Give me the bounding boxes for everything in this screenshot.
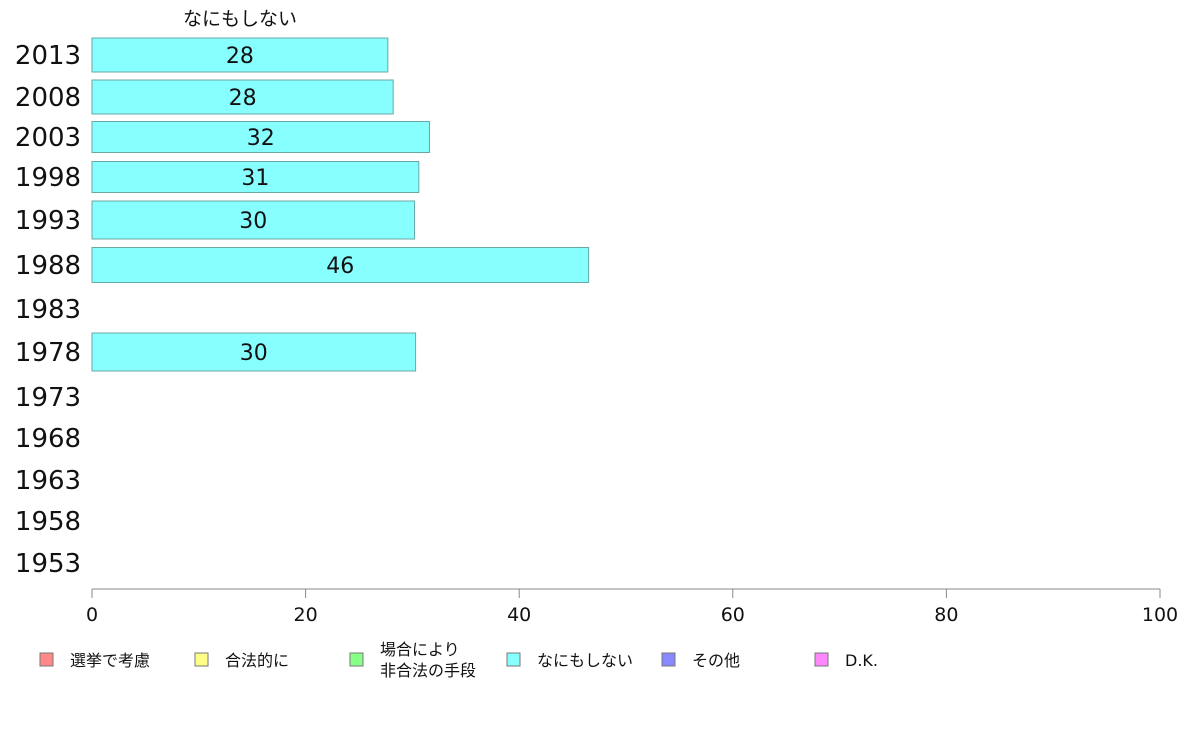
- category-label-1983: 1983: [15, 295, 81, 325]
- bar-1988: [91, 247, 590, 283]
- legend-label-line-0: 場合により: [380, 640, 460, 659]
- category-label-1953: 1953: [15, 549, 81, 579]
- legend-label: なにもしない: [537, 651, 633, 670]
- category-label-1993: 1993: [15, 206, 81, 236]
- legend-swatch: [661, 652, 676, 667]
- data-label-1993: 30: [239, 209, 267, 234]
- category-labels: 2013 2008 2003 1998 1993 1988 1983 1978 1973 1968…: [15, 41, 81, 579]
- legend-item-4: その他: [661, 651, 740, 670]
- legend-label-line-1: 非合法の手段: [380, 661, 476, 680]
- x-tick-label-40: 40: [507, 604, 531, 626]
- bar-1978: [91, 332, 417, 372]
- data-label-1988: 46: [326, 254, 354, 279]
- category-label-1968: 1968: [15, 424, 81, 454]
- data-label-2008: 28: [229, 86, 257, 111]
- data-label-2013: 28: [226, 44, 254, 69]
- category-label-1988: 1988: [15, 251, 81, 281]
- legend-item-1: 合法的に: [194, 651, 289, 670]
- x-tick-label-80: 80: [934, 604, 958, 626]
- x-tick-label-60: 60: [721, 604, 745, 626]
- legend-item-3: なにもしない: [506, 651, 633, 670]
- category-label-1973: 1973: [15, 383, 81, 413]
- legend-swatch: [814, 652, 829, 667]
- legend-label: D.K.: [845, 651, 878, 670]
- legend-item-0: 選挙で考慮: [39, 651, 150, 670]
- legend-label: その他: [692, 651, 740, 670]
- data-label-1998: 31: [241, 166, 269, 191]
- bar-1993: [91, 200, 416, 240]
- category-label-1963: 1963: [15, 466, 81, 496]
- bar-2013: [91, 37, 389, 73]
- category-label-2008: 2008: [15, 83, 81, 113]
- category-label-2013: 2013: [15, 41, 81, 71]
- legend-swatch: [349, 652, 364, 667]
- legend-swatch: [506, 652, 521, 667]
- category-label-1958: 1958: [15, 507, 81, 537]
- bar-2003: [91, 121, 430, 153]
- x-tick-label-20: 20: [294, 604, 318, 626]
- bar-2008: [91, 79, 394, 115]
- data-label-1978: 30: [240, 341, 268, 366]
- x-axis: 0 20 40 60 80 100: [86, 588, 1178, 626]
- x-tick-label-100: 100: [1142, 604, 1178, 626]
- x-tick-label-0: 0: [86, 604, 98, 626]
- category-label-2003: 2003: [15, 123, 81, 153]
- data-label-2003: 32: [247, 126, 275, 151]
- legend-swatch: [194, 652, 209, 667]
- series-title: なにもしない: [183, 8, 297, 30]
- legend-label: 合法的に: [225, 651, 289, 670]
- legend-item-5: D.K.: [814, 651, 878, 670]
- bar-labels: 28 28 32 31 30 46 30: [226, 44, 354, 366]
- category-label-1998: 1998: [15, 163, 81, 193]
- bar-1998: [91, 161, 420, 193]
- bars: [91, 37, 590, 372]
- legend-swatch: [39, 652, 54, 667]
- category-label-1978: 1978: [15, 338, 81, 368]
- legend-label: 選挙で考慮: [70, 651, 150, 670]
